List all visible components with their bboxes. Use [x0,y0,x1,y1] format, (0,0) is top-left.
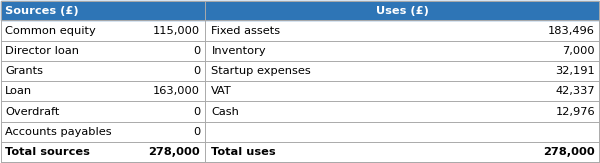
Text: Cash: Cash [211,107,239,117]
Text: Overdraft: Overdraft [5,107,59,117]
Text: 42,337: 42,337 [556,86,595,96]
Text: 0: 0 [193,107,200,117]
Text: 183,496: 183,496 [548,26,595,36]
FancyBboxPatch shape [1,102,599,122]
Text: 163,000: 163,000 [153,86,200,96]
Text: 278,000: 278,000 [148,147,200,157]
FancyBboxPatch shape [1,20,599,41]
Text: 278,000: 278,000 [544,147,595,157]
Text: 0: 0 [193,127,200,137]
Text: Startup expenses: Startup expenses [211,66,311,76]
Text: 12,976: 12,976 [556,107,595,117]
Text: Fixed assets: Fixed assets [211,26,281,36]
FancyBboxPatch shape [1,61,599,81]
Text: Total sources: Total sources [5,147,90,157]
FancyBboxPatch shape [1,142,599,162]
FancyBboxPatch shape [1,41,599,61]
Text: Common equity: Common equity [5,26,95,36]
FancyBboxPatch shape [1,81,599,102]
Text: 0: 0 [193,46,200,56]
Text: Grants: Grants [5,66,43,76]
Text: Inventory: Inventory [211,46,266,56]
Text: 0: 0 [193,66,200,76]
Text: Total uses: Total uses [211,147,276,157]
Text: 7,000: 7,000 [562,46,595,56]
Text: Loan: Loan [5,86,32,96]
Text: 32,191: 32,191 [556,66,595,76]
Text: Accounts payables: Accounts payables [5,127,112,137]
Text: Director loan: Director loan [5,46,79,56]
Text: Uses (£): Uses (£) [376,6,429,15]
FancyBboxPatch shape [1,1,599,20]
FancyBboxPatch shape [1,122,599,142]
Text: Sources (£): Sources (£) [5,6,79,15]
Text: VAT: VAT [211,86,232,96]
Text: 115,000: 115,000 [153,26,200,36]
